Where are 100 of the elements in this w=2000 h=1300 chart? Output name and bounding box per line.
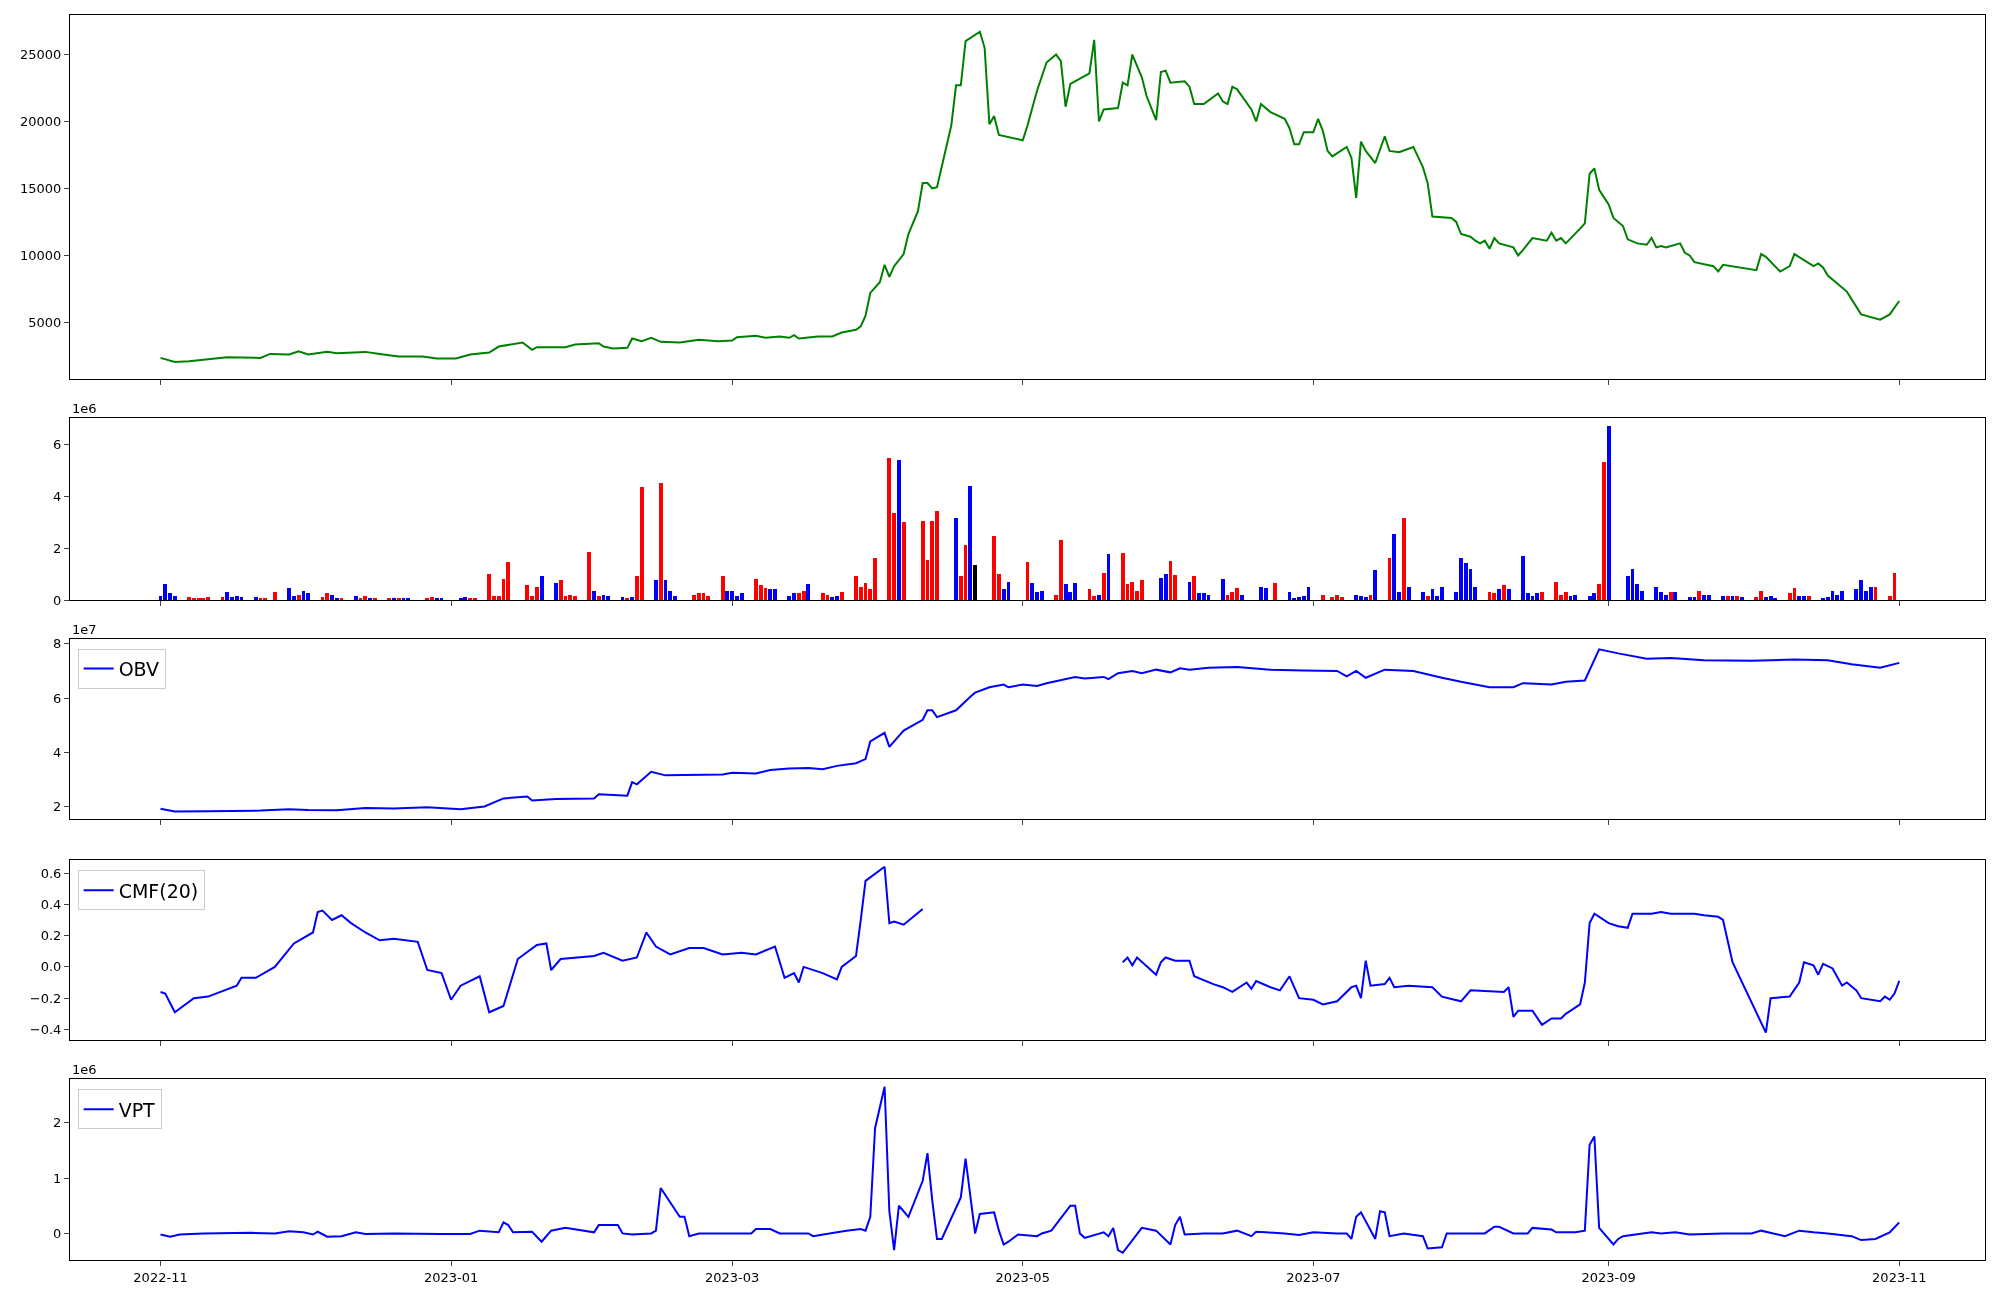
bar xyxy=(506,562,510,601)
bar xyxy=(254,597,258,601)
bar xyxy=(1388,558,1391,601)
text: 1e6 xyxy=(72,401,97,416)
bar xyxy=(1421,592,1425,601)
bar xyxy=(968,486,972,601)
bar xyxy=(1492,593,1496,601)
y-tick-label: −0.2 xyxy=(29,990,62,1006)
x-tick-label: 2022-11 xyxy=(133,1269,188,1285)
bar xyxy=(654,580,658,601)
legend-label: OBV xyxy=(118,657,160,680)
bar xyxy=(1497,589,1501,601)
line-series xyxy=(159,648,1901,813)
bar xyxy=(306,593,310,601)
y-tick-label: 2 xyxy=(53,799,62,815)
bar xyxy=(1426,596,1430,601)
x-tick-label: 2023-01 xyxy=(423,1269,479,1285)
y-tick-label: 5000 xyxy=(28,314,62,330)
bar xyxy=(297,595,301,601)
y-tick-label: 6 xyxy=(53,436,62,452)
bar xyxy=(1807,596,1811,601)
bar xyxy=(435,598,439,601)
bar xyxy=(592,591,596,601)
bar xyxy=(397,598,401,601)
bar xyxy=(840,592,844,601)
bar xyxy=(621,597,624,601)
bar xyxy=(1369,595,1372,601)
bar xyxy=(1107,554,1110,601)
bar xyxy=(1373,570,1377,601)
bar xyxy=(559,580,563,601)
bar xyxy=(821,593,825,601)
bar xyxy=(1026,562,1029,601)
legend-label: CMF(20) xyxy=(118,879,199,902)
bar xyxy=(1735,596,1739,601)
bar xyxy=(1697,591,1701,601)
bar xyxy=(1102,573,1106,601)
bar xyxy=(387,598,391,601)
bar xyxy=(954,518,958,601)
y-tick-label: 6 xyxy=(53,690,62,706)
bar xyxy=(1188,582,1191,601)
bar xyxy=(554,583,558,601)
bar xyxy=(363,596,367,601)
bar xyxy=(897,460,901,601)
bar xyxy=(1407,587,1411,601)
bar xyxy=(392,598,396,601)
bar xyxy=(921,521,925,601)
x-tick-label: 2023-11 xyxy=(1872,1269,1927,1285)
bar xyxy=(659,483,663,601)
bar xyxy=(1240,595,1244,601)
bar xyxy=(1221,579,1225,601)
bar xyxy=(368,598,372,601)
bar xyxy=(1731,596,1734,601)
y-tick-label: 1 xyxy=(53,1170,62,1186)
bar xyxy=(373,598,377,601)
x-tick-label: 2023-07 xyxy=(1286,1269,1341,1285)
bar xyxy=(273,592,277,601)
text: 1e7 xyxy=(72,622,97,637)
y-tick-label: 0.6 xyxy=(40,865,62,881)
bar xyxy=(1573,595,1577,601)
y-tick-label: 0 xyxy=(53,592,62,608)
y-tick-label: 4 xyxy=(53,744,62,760)
bar xyxy=(1588,596,1592,601)
bar xyxy=(1097,595,1101,601)
y-tick-label: 0.0 xyxy=(40,959,62,975)
x-tick-label: 2023-09 xyxy=(1581,1269,1636,1285)
bar xyxy=(1688,597,1692,601)
bar xyxy=(1121,553,1125,601)
bar xyxy=(221,597,224,601)
bar xyxy=(459,598,463,601)
bar xyxy=(1507,589,1511,601)
bar xyxy=(463,597,467,601)
bar xyxy=(1773,598,1777,601)
bar xyxy=(325,593,329,601)
bar xyxy=(1669,592,1673,601)
bar xyxy=(1721,596,1725,601)
y-tick-label: 2 xyxy=(53,1115,62,1131)
y-tick-label: 15000 xyxy=(20,181,62,197)
y-tick-label: 20000 xyxy=(20,114,62,130)
bar xyxy=(354,596,358,601)
bar xyxy=(625,598,629,601)
bar xyxy=(263,598,267,601)
x-tick-label: 2023-03 xyxy=(704,1269,760,1285)
bar xyxy=(1502,585,1506,601)
text: 1e6 xyxy=(72,1062,97,1077)
y-tick-label: 25000 xyxy=(20,47,62,63)
line-series xyxy=(159,1085,1901,1254)
bar xyxy=(806,584,810,601)
y-tick-label: 0 xyxy=(53,1225,62,1241)
bar xyxy=(706,596,710,601)
x-tick-label: 2023-05 xyxy=(995,1269,1050,1285)
bar xyxy=(1535,593,1539,601)
bar xyxy=(1874,587,1877,601)
bar xyxy=(630,597,634,601)
y-tick-label: 4 xyxy=(53,488,62,504)
bar xyxy=(406,598,410,601)
legend-label: VPT xyxy=(118,1098,156,1121)
bar xyxy=(606,596,610,601)
bar xyxy=(902,522,906,601)
bar xyxy=(721,576,725,601)
bar xyxy=(597,596,601,601)
